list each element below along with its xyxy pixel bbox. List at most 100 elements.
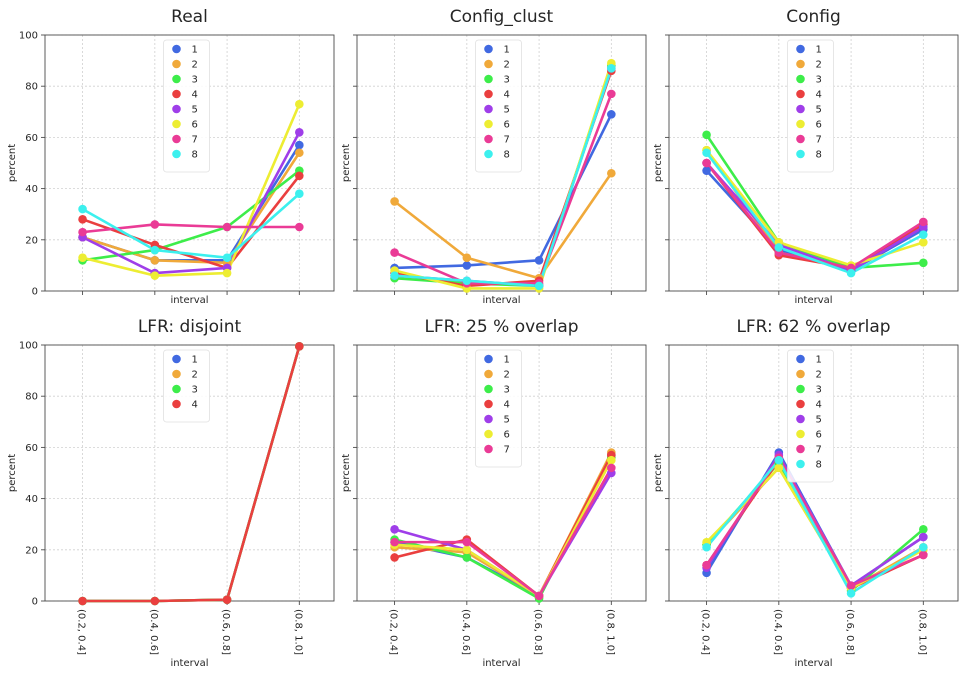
data-point-7: [390, 537, 399, 547]
legend-label: 1: [192, 45, 198, 56]
y-tick-label: 100: [19, 31, 38, 42]
legend-marker: [796, 444, 805, 454]
data-point-2: [390, 197, 399, 206]
legend-label: 4: [816, 400, 822, 411]
data-point-8: [222, 253, 232, 263]
data-point-7: [390, 248, 399, 257]
data-point-8: [295, 189, 304, 199]
x-axis-label: interval: [482, 658, 520, 669]
legend-label: 2: [504, 370, 510, 381]
data-point-6: [607, 455, 616, 465]
legend-marker: [484, 354, 493, 364]
data-point-3: [919, 525, 928, 534]
legend-label: 5: [816, 105, 822, 116]
panel-3: interval percent Config 1 2 3 4 5 6 7 8: [653, 7, 959, 306]
axes-frame: [356, 344, 647, 602]
data-point-4: [222, 595, 232, 605]
legend-marker: [796, 119, 805, 129]
legend-label: 2: [816, 370, 822, 381]
x-tick-label: (0.4, 0.6]: [460, 609, 471, 655]
panel-5: (0.2, 0.4] (0.4, 0.6] (0.6, 0.8] (0.8, 1.0]…: [341, 317, 647, 669]
legend-label: 7: [816, 445, 822, 456]
legend-marker: [172, 149, 181, 159]
legend-box: [787, 39, 834, 173]
legend-label: 3: [192, 75, 198, 86]
data-point-6: [78, 253, 87, 263]
x-axis-label: interval: [794, 295, 832, 306]
series-line-4: [82, 174, 301, 270]
legend: 1 2 3 4 5 6 7 8: [787, 349, 834, 483]
axes-frame: [668, 344, 959, 602]
x-axis-label: interval: [170, 295, 208, 306]
legend-label: 1: [816, 45, 822, 56]
series-line-8: [81, 192, 301, 260]
axes-frame: [668, 34, 959, 292]
legend-marker: [796, 369, 805, 379]
legend-label: 3: [816, 385, 822, 396]
data-point-7: [702, 158, 711, 168]
x-tick-label: (0.2, 0.4]: [700, 609, 711, 655]
legend-label: 6: [192, 120, 198, 131]
series-line-4: [82, 345, 301, 603]
x-tick-label: (0.2, 0.4]: [76, 609, 87, 655]
legend-label: 2: [192, 60, 198, 71]
data-point-7: [295, 222, 304, 232]
panel-1: 0 20 40 60 80 100 interval percent Real 1 2 3 4 5 6 7 8: [7, 7, 335, 306]
legend-marker: [484, 429, 493, 439]
panel-title: LFR: 25 % overlap: [424, 317, 578, 337]
legend-box: [163, 39, 210, 173]
legend-label: 7: [504, 135, 510, 146]
panel-title: LFR: disjoint: [138, 317, 242, 337]
x-tick-label: (0.4, 0.6]: [772, 609, 783, 655]
legend-marker: [796, 134, 805, 144]
legend-marker: [796, 104, 805, 114]
data-point-8: [774, 455, 784, 465]
data-point-1: [534, 255, 544, 265]
data-point-5: [390, 525, 399, 534]
data-point-8: [150, 245, 160, 255]
y-tick-label: 100: [19, 341, 38, 352]
data-point-8: [702, 148, 711, 158]
panel-title: Config: [786, 7, 841, 27]
data-point-5: [919, 532, 928, 542]
data-point-8: [702, 542, 711, 552]
y-tick-label: 80: [25, 82, 38, 93]
legend-label: 4: [192, 400, 198, 411]
data-point-8: [462, 276, 472, 286]
legend-marker: [796, 149, 805, 159]
y-tick-label: 60: [25, 443, 38, 454]
legend-marker: [172, 59, 181, 69]
x-axis-label: interval: [794, 658, 832, 669]
legend-label: 1: [504, 355, 510, 366]
series-line-6: [394, 459, 613, 598]
legend-label: 4: [504, 90, 510, 101]
legend-marker: [172, 134, 181, 144]
data-point-4: [78, 215, 87, 224]
legend-label: 2: [192, 370, 198, 381]
data-point-6: [150, 271, 160, 280]
legend: 1 2 3 4 5 6 7 8: [475, 39, 522, 173]
legend: 1 2 3 4 5 6 7 8: [163, 39, 210, 173]
data-point-8: [846, 268, 856, 278]
legend-label: 5: [816, 415, 822, 426]
legend: 1 2 3 4 5 6 7 8: [787, 39, 834, 173]
data-point-5: [295, 127, 304, 137]
legend-marker: [172, 119, 181, 129]
axes-frame: [44, 34, 335, 292]
x-tick-label: (0.8, 1.0]: [292, 609, 303, 655]
panel-title: Real: [171, 7, 208, 27]
data-point-7: [919, 550, 928, 560]
x-tick-label: (0.6, 0.8]: [220, 609, 231, 655]
data-point-6: [295, 99, 304, 109]
data-point-7: [846, 581, 856, 590]
series-line-5: [705, 162, 924, 272]
legend-marker: [796, 399, 805, 409]
legend-marker: [796, 429, 805, 439]
data-point-3: [462, 553, 472, 562]
legend-marker: [484, 74, 493, 84]
data-point-7: [222, 222, 232, 232]
x-axis-label: interval: [482, 295, 520, 306]
data-point-7: [607, 89, 616, 99]
data-point-8: [78, 204, 87, 214]
legend-marker: [484, 384, 493, 394]
